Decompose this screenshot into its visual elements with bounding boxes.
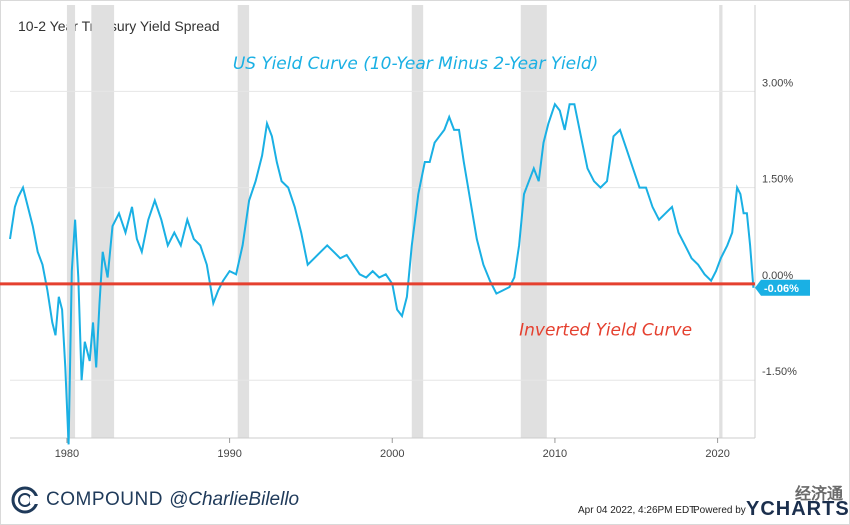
powered-by: Powered by — [693, 505, 746, 516]
recession-band — [237, 5, 250, 438]
recession-band — [520, 5, 547, 438]
x-tick-label: 2020 — [705, 448, 729, 460]
compound-c-icon — [11, 486, 40, 514]
author-handle: @CharlieBilello — [168, 489, 300, 510]
timestamp: Apr 04 2022, 4:26PM EDT. — [578, 505, 697, 516]
ycharts-logo: YCHARTS — [746, 498, 850, 520]
last-value-badge-bg — [755, 279, 810, 296]
annotation-label: Inverted Yield Curve — [519, 320, 692, 340]
last-value-label: -0.06% — [764, 283, 799, 295]
compound-brand: COMPOUND — [46, 489, 163, 510]
compound-logo: COMPOUND @CharlieBilello — [10, 485, 299, 515]
x-axis-ticks: 1980 1990 2000 2010 2020 — [55, 438, 730, 460]
y-tick-label: -1.50% — [762, 366, 797, 378]
recession-band — [411, 5, 424, 438]
y-tick-label: 1.50% — [762, 174, 793, 186]
y-tick-label: 3.00% — [762, 77, 793, 89]
x-tick-label: 1990 — [217, 448, 241, 460]
y-axis-ticks: 3.00% 1.50% 0.00% -1.50% — [762, 77, 797, 378]
annotation-label: US Yield Curve (10-Year Minus 2-Year Yie… — [233, 54, 598, 74]
recession-band — [91, 5, 115, 438]
x-tick-label: 1980 — [55, 448, 79, 460]
watermark: 经济通 — [795, 486, 844, 503]
chart-annotations: US Yield Curve (10-Year Minus 2-Year Yie… — [233, 54, 692, 340]
recession-bands — [66, 5, 723, 438]
yield-spread-line — [9, 102, 755, 445]
last-value-badge: -0.06% — [755, 279, 810, 296]
x-tick-label: 2010 — [543, 448, 567, 460]
y-tick-label: 0.00% — [762, 270, 793, 282]
recession-band — [66, 5, 76, 438]
x-tick-label: 2000 — [380, 448, 404, 460]
recession-band — [719, 5, 723, 438]
